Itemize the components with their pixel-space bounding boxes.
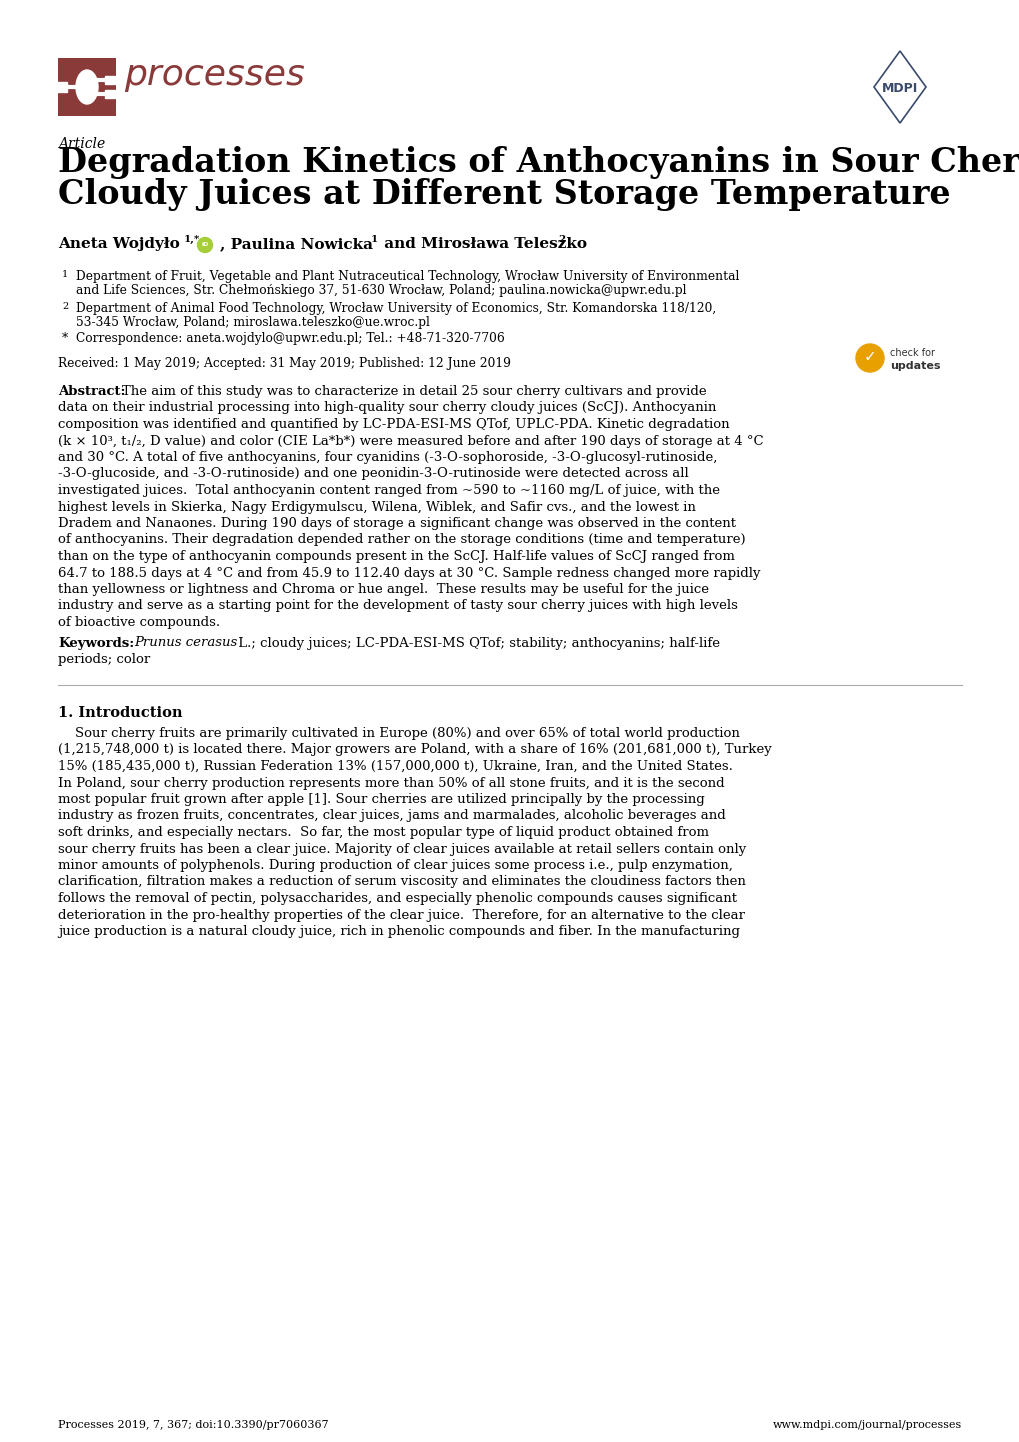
Circle shape (198, 238, 212, 252)
Text: ✓: ✓ (863, 349, 875, 365)
Text: MDPI: MDPI (881, 82, 917, 95)
Text: , Paulina Nowicka: , Paulina Nowicka (220, 236, 373, 251)
Text: Received: 1 May 2019; Accepted: 31 May 2019; Published: 12 June 2019: Received: 1 May 2019; Accepted: 31 May 2… (58, 358, 511, 371)
Text: data on their industrial processing into high-quality sour cherry cloudy juices : data on their industrial processing into… (58, 401, 715, 414)
Text: follows the removal of pectin, polysaccharides, and especially phenolic compound: follows the removal of pectin, polysacch… (58, 893, 737, 906)
Text: and Mirosława Teleszko: and Mirosława Teleszko (379, 236, 586, 251)
Text: sour cherry fruits has been a clear juice. Majority of clear juices available at: sour cherry fruits has been a clear juic… (58, 842, 746, 855)
Text: of bioactive compounds.: of bioactive compounds. (58, 616, 220, 629)
Text: juice production is a natural cloudy juice, rich in phenolic compounds and fiber: juice production is a natural cloudy jui… (58, 924, 739, 937)
Text: 2: 2 (62, 301, 68, 311)
Text: Department of Fruit, Vegetable and Plant Nutraceutical Technology, Wrocław Unive: Department of Fruit, Vegetable and Plant… (76, 270, 739, 283)
Text: iD: iD (201, 242, 209, 248)
Text: industry and serve as a starting point for the development of tasty sour cherry : industry and serve as a starting point f… (58, 600, 737, 613)
Text: and Life Sciences, Str. Chełmońskiego 37, 51-630 Wrocław, Poland; paulina.nowick: and Life Sciences, Str. Chełmońskiego 37… (76, 284, 686, 297)
Text: of anthocyanins. Their degradation depended rather on the storage conditions (ti: of anthocyanins. Their degradation depen… (58, 534, 745, 547)
Text: and 30 °C. A total of five anthocyanins, four cyanidins (-3-O-sophoroside, -3-O-: and 30 °C. A total of five anthocyanins,… (58, 451, 716, 464)
Text: (1,215,748,000 t) is located there. Major growers are Poland, with a share of 16: (1,215,748,000 t) is located there. Majo… (58, 744, 771, 757)
Text: 64.7 to 188.5 days at 4 °C and from 45.9 to 112.40 days at 30 °C. Sample redness: 64.7 to 188.5 days at 4 °C and from 45.9… (58, 567, 760, 580)
Text: soft drinks, and especially nectars.  So far, the most popular type of liquid pr: soft drinks, and especially nectars. So … (58, 826, 708, 839)
Text: (k × 10³, t₁/₂, D value) and color (CIE La*b*) were measured before and after 19: (k × 10³, t₁/₂, D value) and color (CIE … (58, 434, 763, 447)
Text: L.; cloudy juices; LC-PDA-ESI-MS QTof; stability; anthocyanins; half-life: L.; cloudy juices; LC-PDA-ESI-MS QTof; s… (233, 636, 719, 649)
Text: check for: check for (890, 348, 934, 358)
Text: Keywords:: Keywords: (58, 636, 135, 649)
Text: processes: processes (124, 58, 305, 92)
Text: 1. Introduction: 1. Introduction (58, 707, 182, 720)
Text: Aneta Wojdyło: Aneta Wojdyło (58, 236, 179, 251)
Text: updates: updates (890, 360, 940, 371)
Bar (105, 89, 115, 98)
Text: Degradation Kinetics of Anthocyanins in Sour Cherry: Degradation Kinetics of Anthocyanins in … (58, 146, 1019, 179)
Text: Sour cherry fruits are primarily cultivated in Europe (80%) and over 65% of tota: Sour cherry fruits are primarily cultiva… (58, 727, 739, 740)
Text: Abstract:: Abstract: (58, 385, 125, 398)
Text: 1,*: 1,* (183, 235, 200, 244)
Text: Processes 2019, 7, 367; doi:10.3390/pr7060367: Processes 2019, 7, 367; doi:10.3390/pr70… (58, 1420, 328, 1430)
Text: Correspondence: aneta.wojdylo@upwr.edu.pl; Tel.: +48-71-320-7706: Correspondence: aneta.wojdylo@upwr.edu.p… (76, 332, 504, 345)
Text: investigated juices.  Total anthocyanin content ranged from ~590 to ~1160 mg/L o: investigated juices. Total anthocyanin c… (58, 485, 719, 497)
Text: 1: 1 (371, 235, 378, 244)
Text: 53-345 Wrocław, Poland; miroslawa.teleszko@ue.wroc.pl: 53-345 Wrocław, Poland; miroslawa.telesz… (76, 316, 429, 329)
Text: deterioration in the pro-healthy properties of the clear juice.  Therefore, for : deterioration in the pro-healthy propert… (58, 908, 744, 921)
Text: Prunus cerasus: Prunus cerasus (133, 636, 237, 649)
Text: Department of Animal Food Technology, Wrocław University of Economics, Str. Koma: Department of Animal Food Technology, Wr… (76, 301, 715, 314)
Text: *: * (62, 332, 68, 345)
Text: Cloudy Juices at Different Storage Temperature: Cloudy Juices at Different Storage Tempe… (58, 177, 950, 211)
Text: 1: 1 (62, 270, 68, 278)
Bar (57, 82, 67, 92)
Text: highest levels in Skierka, Nagy Erdigymulscu, Wilena, Wiblek, and Safir cvs., an: highest levels in Skierka, Nagy Erdigymu… (58, 500, 695, 513)
Text: www.mdpi.com/journal/processes: www.mdpi.com/journal/processes (772, 1420, 961, 1430)
Text: most popular fruit grown after apple [1]. Sour cherries are utilized principally: most popular fruit grown after apple [1]… (58, 793, 704, 806)
Bar (58, 58, 116, 115)
Ellipse shape (76, 71, 98, 104)
Text: than yellowness or lightness and Chroma or hue angel.  These results may be usef: than yellowness or lightness and Chroma … (58, 583, 708, 596)
Text: In Poland, sour cherry production represents more than 50% of all stone fruits, : In Poland, sour cherry production repres… (58, 776, 723, 790)
Text: Article: Article (58, 137, 105, 151)
Text: The aim of this study was to characterize in detail 25 sour cherry cultivars and: The aim of this study was to characteriz… (122, 385, 706, 398)
Text: than on the type of anthocyanin compounds present in the ScCJ. Half-life values : than on the type of anthocyanin compound… (58, 549, 734, 562)
Text: industry as frozen fruits, concentrates, clear juices, jams and marmalades, alco: industry as frozen fruits, concentrates,… (58, 809, 726, 822)
Bar (105, 76, 115, 84)
Text: clarification, filtration makes a reduction of serum viscosity and eliminates th: clarification, filtration makes a reduct… (58, 875, 745, 888)
Text: 15% (185,435,000 t), Russian Federation 13% (157,000,000 t), Ukraine, Iran, and : 15% (185,435,000 t), Russian Federation … (58, 760, 733, 773)
Text: -3-O-glucoside, and -3-O-rutinoside) and one peonidin-3-O-rutinoside were detect: -3-O-glucoside, and -3-O-rutinoside) and… (58, 467, 688, 480)
Text: Dradem and Nanaones. During 190 days of storage a significant change was observe: Dradem and Nanaones. During 190 days of … (58, 518, 736, 531)
Text: minor amounts of polyphenols. During production of clear juices some process i.e: minor amounts of polyphenols. During pro… (58, 859, 733, 872)
Text: periods; color: periods; color (58, 653, 150, 666)
Text: 2: 2 (557, 235, 565, 244)
Circle shape (855, 345, 883, 372)
Text: composition was identified and quantified by LC-PDA-ESI-MS QTof, UPLC-PDA. Kinet: composition was identified and quantifie… (58, 418, 729, 431)
